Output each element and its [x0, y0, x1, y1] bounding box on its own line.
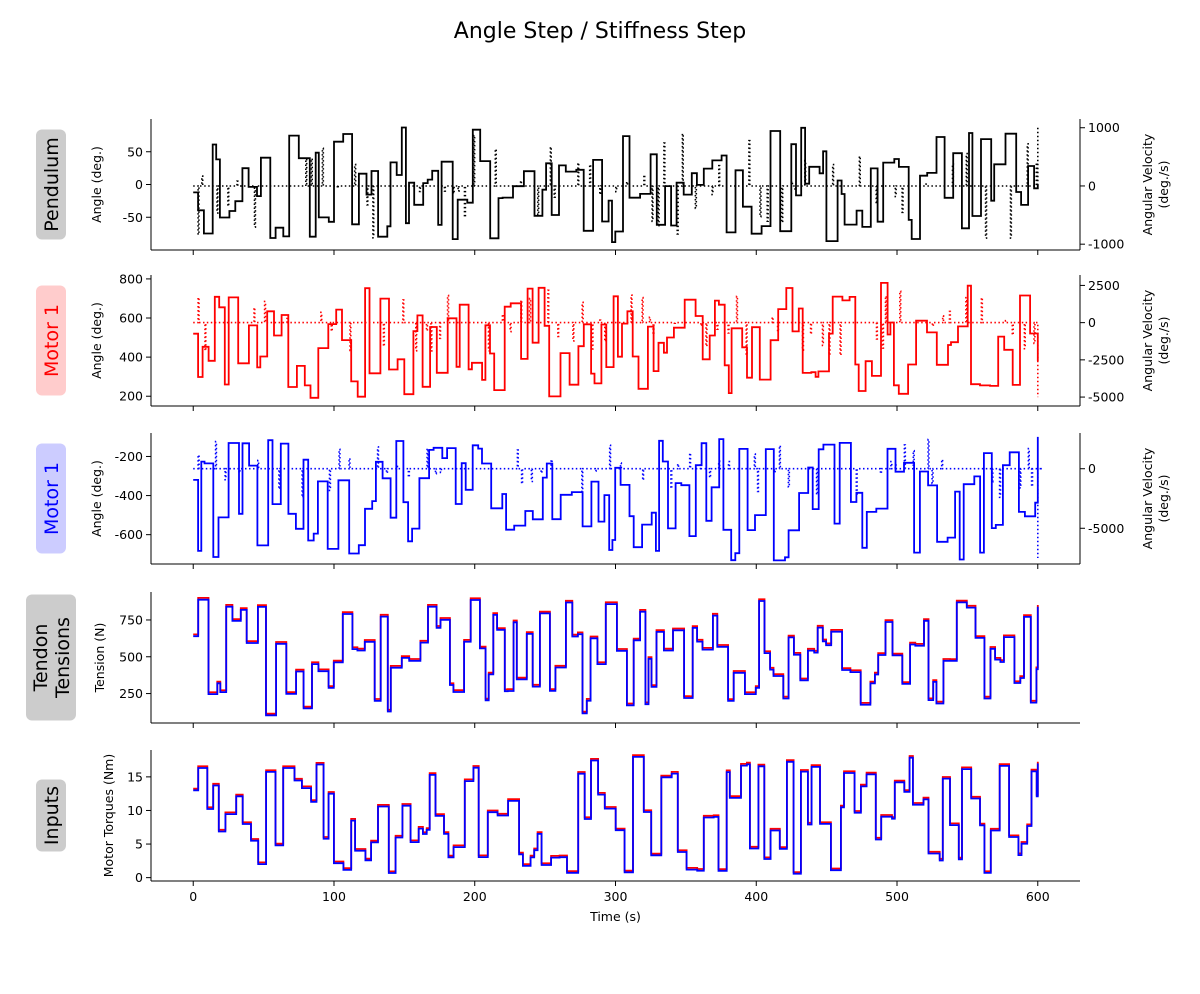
y-tick-label: 500 [119, 649, 143, 664]
y2-tick-label: -5000 [1088, 390, 1124, 405]
series-motor-2-torque [193, 756, 1039, 875]
y-tick-label: 0 [135, 870, 143, 885]
y2-tick-label: 1000 [1088, 120, 1120, 135]
y2-tick-label: -1000 [1088, 237, 1124, 252]
panel-2: 200 400 600 800 -5000 -2500 0 2500 Angular Veloc… [36, 271, 1171, 411]
y-tick-label: -600 [115, 527, 143, 542]
y2-axis-label: (deg./s) [1156, 316, 1171, 364]
y2-axis-label: (deg./s) [1156, 160, 1171, 208]
series-motor-1-torque [193, 754, 1039, 873]
y2-axis-label: Angular Velocity [1140, 133, 1155, 235]
x-tick-label: 600 [1026, 889, 1050, 904]
series-angle [193, 282, 1039, 399]
y-axis-label: Motor Torques (Nm) [101, 754, 116, 878]
y-tick-label: 50 [127, 144, 143, 159]
side-label: Pendulum [41, 137, 63, 231]
y-tick-label: 250 [119, 686, 143, 701]
series-angular-velocity [193, 438, 1043, 558]
y-tick-label: -400 [115, 488, 143, 503]
series-tendon-1 [193, 597, 1039, 715]
y2-tick-label: 0 [1088, 178, 1096, 193]
y2-axis-label: Angular Velocity [1140, 289, 1155, 391]
series-angle [193, 126, 1039, 243]
side-label-box [36, 129, 66, 240]
y-tick-label: -50 [123, 210, 143, 225]
y-axis-label: Angle (deg.) [89, 146, 104, 223]
side-label: Tensions [52, 617, 74, 699]
x-tick-label: 200 [463, 889, 487, 904]
side-label: Tendon [30, 624, 52, 693]
y-tick-label: 10 [127, 803, 143, 818]
series-angle [193, 436, 1039, 562]
y-axis-label: Angle (deg.) [89, 302, 104, 379]
figure-title: Angle Step / Stiffness Step [454, 19, 746, 44]
y-tick-label: 600 [119, 311, 143, 326]
x-tick-label: 400 [744, 889, 768, 904]
x-tick-label: 0 [189, 889, 197, 904]
x-tick-label: 300 [604, 889, 628, 904]
y-tick-label: 5 [135, 837, 143, 852]
y-tick-label: -200 [115, 449, 143, 464]
y2-tick-label: -2500 [1088, 352, 1124, 367]
side-label-box [26, 594, 76, 721]
panel-1: -50 0 50 -1000 0 1000 Angular Velocity (deg./s)… [36, 119, 1171, 255]
y-axis-label: Angle (deg.) [89, 460, 104, 537]
y-tick-label: 800 [119, 271, 143, 286]
y-tick-label: 400 [119, 350, 143, 365]
y-tick-label: 750 [119, 612, 143, 627]
side-label-box [36, 285, 66, 396]
y-tick-label: 15 [127, 769, 143, 784]
side-label: Inputs [41, 786, 63, 845]
y2-axis-label: (deg./s) [1156, 474, 1171, 522]
y2-tick-label: -5000 [1088, 521, 1124, 536]
x-axis-label: Time (s) [589, 909, 641, 924]
y2-tick-label: 0 [1088, 315, 1096, 330]
y-axis-label: Tension (N) [92, 623, 107, 694]
panel-5: 0 100 200 300 400 500 600 0 5 10 15 Motor Torques (… [36, 750, 1080, 924]
series-tendon-2 [193, 598, 1039, 717]
x-tick-label: 500 [885, 889, 909, 904]
side-label-box [36, 443, 66, 554]
side-label-box [36, 779, 66, 852]
y2-tick-label: 0 [1088, 461, 1096, 476]
y2-tick-label: 2500 [1088, 278, 1120, 293]
panel-4: 250 500 750 Tension (N) Tendon Tensions [26, 592, 1080, 728]
side-label: Motor 1 [41, 462, 63, 535]
y-tick-label: 0 [135, 177, 143, 192]
series-angular-velocity [193, 289, 1039, 398]
y2-axis-label: Angular Velocity [1140, 447, 1155, 549]
side-label: Motor 1 [41, 304, 63, 377]
panel-3: -600 -400 -200 -5000 0 Angular Velocity (deg./… [36, 433, 1171, 569]
y-tick-label: 200 [119, 389, 143, 404]
x-tick-label: 100 [322, 889, 346, 904]
